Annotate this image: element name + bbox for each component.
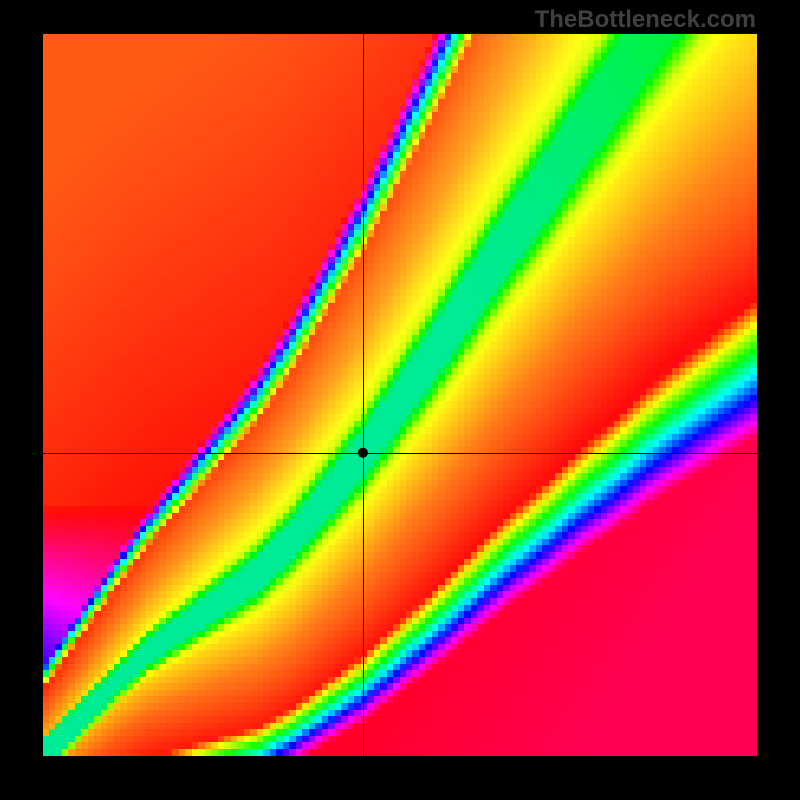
watermark-text: TheBottleneck.com <box>535 6 756 34</box>
bottleneck-heatmap <box>0 0 800 800</box>
